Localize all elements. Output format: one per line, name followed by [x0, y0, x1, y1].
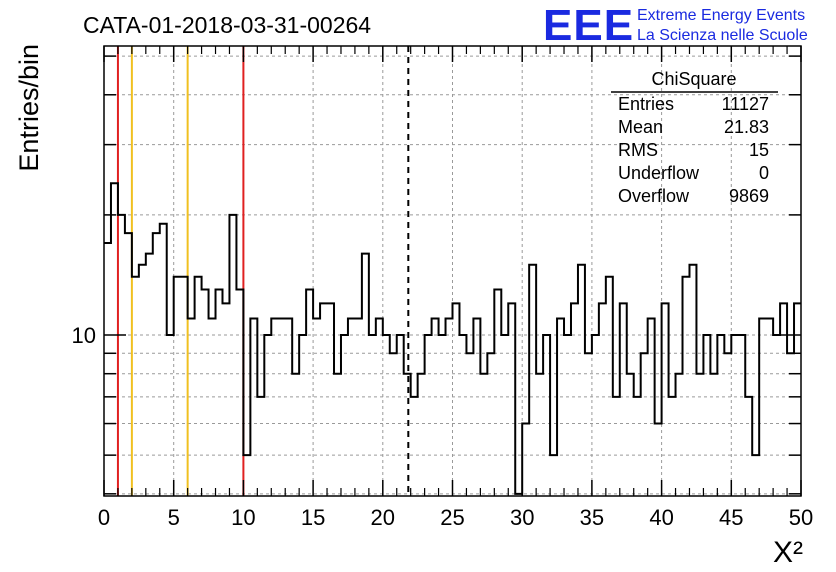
chart-title: CATA-01-2018-03-31-00264: [83, 12, 371, 38]
stats-value: 11127: [722, 94, 769, 114]
eee-logo-mark: EEE: [543, 1, 634, 50]
grid: [104, 46, 801, 496]
x-tick-label: 45: [719, 505, 743, 530]
stats-label: Overflow: [618, 186, 690, 206]
stats-label: Mean: [618, 117, 663, 137]
x-tick-label: 10: [231, 505, 255, 530]
axis-ticks: [103, 46, 802, 496]
x-tick-label: 25: [440, 505, 464, 530]
x-tick-label: 50: [789, 505, 813, 530]
x-tick-label: 15: [301, 505, 325, 530]
stats-value: 15: [749, 140, 769, 160]
stats-box: ChiSquare Entries 11127 Mean 21.83 RMS 15 Unde…: [611, 69, 778, 206]
y-axis-label: Entries/bin: [14, 44, 44, 172]
stats-value: 21.83: [724, 117, 769, 137]
stats-value: 0: [759, 163, 769, 183]
eee-logo-line2: La Scienza nelle Scuole: [637, 27, 808, 44]
eee-logo: EEE Extreme Energy Events La Scienza nel…: [543, 1, 808, 50]
stats-label: Underflow: [618, 163, 700, 183]
stats-label: RMS: [618, 140, 658, 160]
x-tick-label: 35: [580, 505, 604, 530]
stats-value: 9869: [729, 186, 769, 206]
x-axis-label: X²: [773, 536, 803, 569]
x-tick-label: 20: [371, 505, 395, 530]
eee-logo-line1: Extreme Energy Events: [637, 7, 805, 24]
x-tick-label: 0: [98, 505, 110, 530]
reference-lines: [116, 46, 410, 496]
y-tick-label: 10: [72, 323, 96, 348]
x-tick-label: 5: [168, 505, 180, 530]
x-tick-label: 40: [649, 505, 673, 530]
stats-label: Entries: [618, 94, 674, 114]
tick-labels: 10 0 5 10 15 20 25 30 35 40 45 50: [72, 323, 814, 530]
histogram-series: [104, 182, 801, 495]
stats-title: ChiSquare: [651, 69, 736, 89]
x-tick-label: 30: [510, 505, 534, 530]
